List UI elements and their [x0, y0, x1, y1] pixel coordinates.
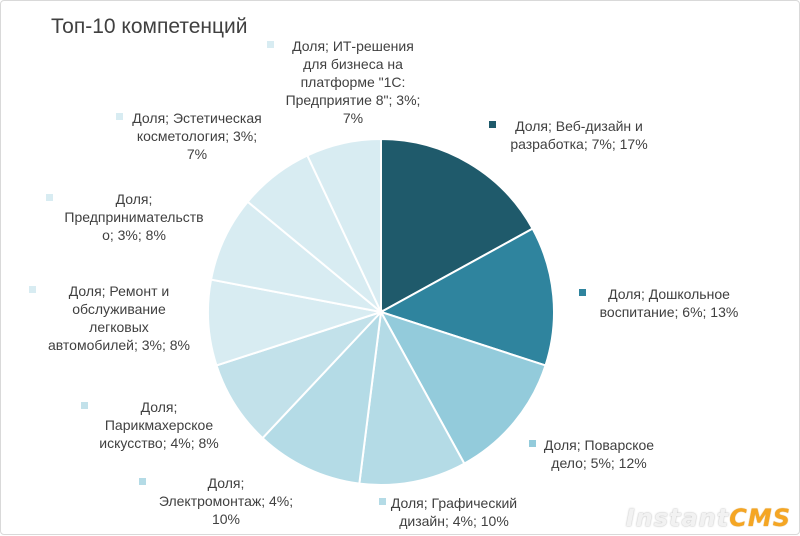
- pie-slice-1: [380, 137, 534, 314]
- label-marker: [579, 289, 586, 296]
- label-marker: [116, 113, 123, 120]
- label-marker: [46, 194, 53, 201]
- slice-label: Доля; ИТ-решения для бизнеса на платформ…: [285, 38, 421, 126]
- label-marker: [139, 478, 146, 485]
- slice-label: Доля; Веб-дизайн и разработка; 7%; 17%: [510, 118, 648, 152]
- slice-label: Доля; Эстетическая косметология; 3%; 7%: [132, 110, 262, 162]
- label-marker: [81, 402, 88, 409]
- slice-label: Доля; Ремонт и обслуживание легковых авт…: [47, 283, 190, 353]
- pie-slice-3: [378, 310, 547, 465]
- slice-label: Доля; Поварское дело; 5%; 12%: [543, 437, 655, 471]
- pie-slice-5: [261, 309, 383, 485]
- slice-label: Доля; Парикмахерское искусство; 4%; 8%: [99, 399, 219, 451]
- label-marker: [379, 498, 386, 505]
- label-marker: [267, 41, 274, 48]
- label-marker: [529, 440, 536, 447]
- slice-label: Доля; Электромонтаж; 4%; 10%: [158, 475, 294, 527]
- label-marker: [29, 286, 36, 293]
- pie-slice-10: [306, 137, 382, 313]
- label-marker: [489, 121, 496, 128]
- slice-label: Доля; Графический дизайн; 4%; 10%: [390, 495, 518, 529]
- instantcms-watermark: InstantCMS: [625, 504, 791, 532]
- slice-label: Доля; Дошкольное воспитание; 6%; 13%: [599, 286, 739, 320]
- slice-label: Доля; Предпринимательств о; 3%; 8%: [64, 191, 204, 243]
- chart-title: Топ-10 компетенций: [51, 15, 248, 38]
- pie-slice-2: [378, 227, 555, 367]
- pie-slice-4: [358, 308, 466, 487]
